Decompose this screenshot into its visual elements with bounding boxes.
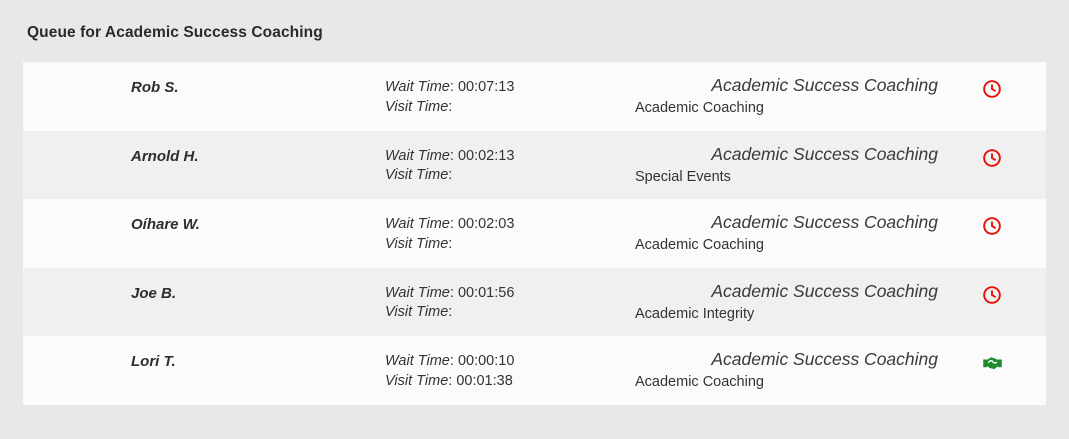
- visit-time-label: Visit Time: [385, 235, 449, 252]
- service-info: Academic Success Coaching Academic Coach…: [635, 62, 938, 131]
- visit-time-line: Visit Time:: [385, 98, 635, 118]
- wait-time-line: Wait Time: 00:02:03: [385, 215, 635, 235]
- wait-time-separator: :: [449, 284, 454, 301]
- student-name: Rob S.: [131, 79, 179, 96]
- visit-time-separator: :: [448, 98, 453, 115]
- visit-time-value: 00:01:38: [456, 372, 513, 389]
- service-name: Academic Success Coaching: [711, 212, 938, 233]
- time-info: Wait Time: 00:02:13 Visit Time:: [385, 131, 635, 200]
- service-name: Academic Success Coaching: [711, 143, 938, 164]
- wait-time-value: 00:00:10: [457, 353, 515, 370]
- visit-time-line: Visit Time:: [385, 303, 635, 323]
- visit-time-label: Visit Time: [385, 304, 449, 321]
- visit-time-label: Visit Time: [385, 372, 449, 389]
- subservice-name: Special Events: [635, 168, 731, 185]
- visit-time-separator: :: [448, 235, 453, 252]
- row-spacer: [23, 336, 131, 405]
- wait-time-label: Wait Time: [385, 216, 450, 233]
- queue-row[interactable]: Rob S. Wait Time: 00:07:13 Visit Time: A…: [23, 62, 1046, 131]
- wait-time-label: Wait Time: [385, 79, 450, 95]
- row-spacer: [23, 268, 131, 337]
- visit-time-line: Visit Time: 00:01:38: [385, 372, 635, 392]
- service-name: Academic Success Coaching: [711, 280, 938, 301]
- queue-list: Rob S. Wait Time: 00:07:13 Visit Time: A…: [23, 62, 1046, 405]
- service-info: Academic Success Coaching Academic Coach…: [635, 199, 938, 268]
- service-name: Academic Success Coaching: [711, 349, 938, 370]
- queue-row[interactable]: Joe B. Wait Time: 00:01:56 Visit Time: A…: [23, 267, 1046, 337]
- visit-time-separator: :: [448, 167, 453, 184]
- clock-icon[interactable]: [982, 79, 1002, 99]
- wait-time-line: Wait Time: 00:00:10: [385, 352, 635, 372]
- service-name: Academic Success Coaching: [711, 75, 938, 95]
- clock-icon[interactable]: [982, 216, 1002, 236]
- wait-time-line: Wait Time: 00:01:56: [385, 284, 635, 304]
- wait-time-label: Wait Time: [385, 353, 450, 370]
- clock-icon[interactable]: [982, 148, 1002, 168]
- visit-time-line: Visit Time:: [385, 235, 635, 255]
- wait-time-value: 00:02:03: [457, 216, 515, 233]
- service-info: Academic Success Coaching Academic Integ…: [635, 268, 938, 337]
- handshake-icon[interactable]: [982, 353, 1003, 374]
- visit-time-separator: :: [448, 304, 453, 321]
- status-cell: [938, 62, 1046, 131]
- status-cell: [938, 131, 1046, 200]
- wait-time-separator: :: [449, 353, 454, 370]
- row-spacer: [23, 199, 131, 268]
- subservice-name: Academic Integrity: [635, 305, 755, 322]
- status-cell: [938, 199, 1046, 268]
- student-name: Lori T.: [131, 353, 176, 371]
- wait-time-value: 00:01:56: [457, 284, 515, 301]
- visit-time-line: Visit Time:: [385, 166, 635, 186]
- wait-time-separator: :: [449, 147, 454, 164]
- page-title: Queue for Academic Success Coaching: [27, 24, 323, 41]
- wait-time-value: 00:02:13: [457, 147, 515, 164]
- queue-row[interactable]: Oíhare W. Wait Time: 00:02:03 Visit Time…: [23, 199, 1046, 268]
- clock-icon[interactable]: [982, 285, 1002, 305]
- queue-row[interactable]: Arnold H. Wait Time: 00:02:13 Visit Time…: [23, 130, 1046, 200]
- wait-time-label: Wait Time: [385, 147, 450, 164]
- wait-time-separator: :: [449, 216, 454, 233]
- row-spacer: [23, 131, 131, 200]
- visit-time-label: Visit Time: [385, 98, 449, 115]
- status-cell: [938, 336, 1046, 405]
- student-name: Oíhare W.: [131, 216, 200, 234]
- time-info: Wait Time: 00:07:13 Visit Time:: [385, 62, 635, 131]
- wait-time-value: 00:07:13: [457, 79, 515, 95]
- time-info: Wait Time: 00:02:03 Visit Time:: [385, 199, 635, 268]
- wait-time-line: Wait Time: 00:07:13: [385, 78, 635, 98]
- wait-time-label: Wait Time: [385, 284, 450, 301]
- service-info: Academic Success Coaching Special Events: [635, 131, 938, 200]
- time-info: Wait Time: 00:01:56 Visit Time:: [385, 268, 635, 337]
- time-info: Wait Time: 00:00:10 Visit Time: 00:01:38: [385, 336, 635, 405]
- student-name: Arnold H.: [131, 147, 199, 165]
- status-cell: [938, 268, 1046, 337]
- queue-row[interactable]: Lori T. Wait Time: 00:00:10 Visit Time: …: [23, 336, 1046, 405]
- row-spacer: [23, 62, 131, 131]
- wait-time-separator: :: [449, 79, 454, 95]
- wait-time-line: Wait Time: 00:02:13: [385, 147, 635, 167]
- visit-time-label: Visit Time: [385, 167, 449, 184]
- visit-time-separator: :: [448, 372, 453, 389]
- service-info: Academic Success Coaching Academic Coach…: [635, 336, 938, 405]
- subservice-name: Academic Coaching: [635, 100, 764, 116]
- subservice-name: Academic Coaching: [635, 374, 764, 391]
- subservice-name: Academic Coaching: [635, 237, 764, 254]
- student-name: Joe B.: [131, 284, 177, 302]
